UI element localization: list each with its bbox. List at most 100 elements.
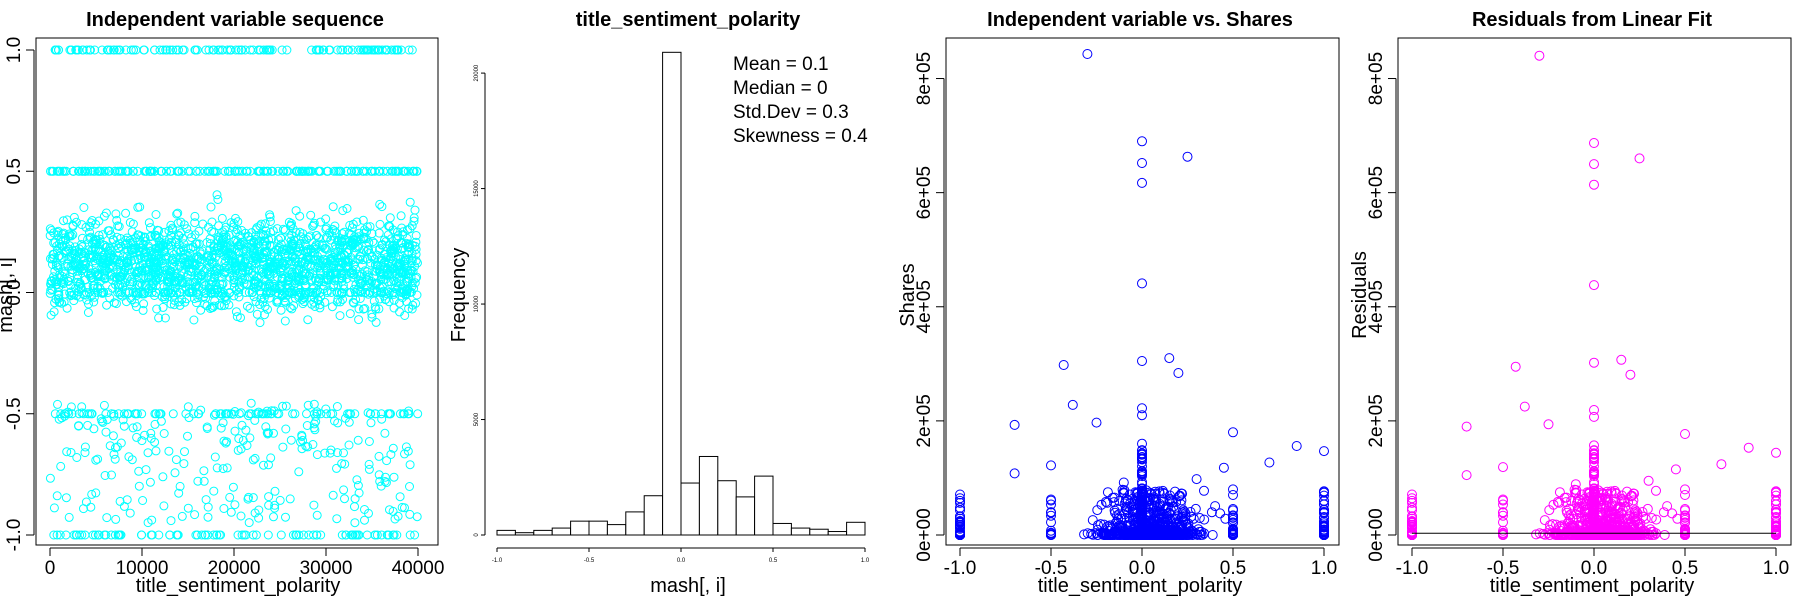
panel1-point — [302, 269, 312, 279]
panel1-point — [381, 255, 391, 265]
panel4-point — [1640, 513, 1651, 524]
panel4-y-tick-label: 4e+05 — [1366, 280, 1387, 333]
panel1-point — [240, 228, 250, 238]
panel1-point — [197, 530, 207, 540]
panel1-point — [151, 446, 161, 456]
panel1-point — [88, 239, 97, 249]
panel1-point — [137, 436, 147, 446]
panel1-point — [321, 404, 331, 414]
panel1-point — [234, 288, 244, 297]
panel1-point — [101, 259, 111, 269]
panel1-point — [300, 282, 310, 291]
panel1-point — [306, 210, 316, 220]
panel1-point — [86, 502, 96, 512]
panel3-outlier-point — [1182, 151, 1193, 162]
panel1-point — [99, 530, 109, 540]
panel1-point — [284, 272, 294, 282]
panel1-point — [59, 228, 68, 238]
panel1-point — [346, 166, 356, 176]
panel1-point — [230, 426, 240, 436]
panel3-point — [1319, 522, 1329, 533]
panel1-point — [332, 448, 342, 458]
panel1-point — [285, 494, 295, 504]
panel4-point — [1589, 514, 1600, 524]
panel1-point — [350, 409, 360, 419]
panel1-point — [393, 511, 403, 521]
panel1-point — [350, 518, 360, 528]
panel1-point — [240, 256, 250, 266]
panel1-point — [283, 166, 293, 176]
panel3-point — [1206, 507, 1217, 518]
panel1-point — [400, 311, 410, 320]
panel1-x-tick-label: 10000 — [116, 558, 169, 579]
panel4-outlier-point — [1589, 159, 1599, 170]
panel1-point — [229, 219, 239, 228]
panel1-point — [339, 485, 349, 495]
panel1-point — [335, 240, 345, 250]
panel1-point — [406, 258, 416, 268]
panel1-point — [178, 45, 188, 55]
panel1-point — [212, 463, 222, 473]
panel1-point — [308, 288, 318, 297]
panel3-point — [1228, 484, 1238, 495]
panel3-point — [1124, 513, 1135, 524]
panel1-point — [115, 496, 125, 506]
panel1-point — [328, 409, 338, 419]
panel4-point — [1632, 508, 1643, 519]
panel1-point — [159, 429, 169, 438]
panel4-point — [1407, 526, 1417, 537]
panel1-point — [388, 166, 398, 176]
panel4-ylabel: Residuals — [1349, 251, 1371, 339]
panel3-point — [1228, 517, 1238, 528]
panel1-point — [74, 247, 84, 257]
panel1-point — [410, 278, 420, 288]
panel1-point — [185, 258, 195, 268]
panel3-outlier-point — [1137, 136, 1147, 147]
panel1-point — [309, 399, 319, 409]
panel3-outlier-point — [1164, 353, 1175, 364]
panel1-point — [47, 226, 57, 235]
panel1-point — [281, 401, 291, 411]
panel1-point — [55, 297, 65, 307]
panel1-point — [116, 530, 126, 540]
panel1-point — [294, 467, 304, 477]
panel1-point — [280, 316, 290, 326]
panel1-point — [411, 298, 421, 308]
panel-sequence: Independent variable sequence title_sent… — [0, 9, 444, 597]
panel1-point — [234, 283, 244, 293]
panel1-point — [111, 514, 121, 524]
panel1-point — [203, 530, 213, 540]
panel1-point — [255, 45, 265, 55]
panel1-point — [75, 279, 85, 289]
panel1-point — [251, 297, 261, 307]
panel1-point — [150, 419, 160, 429]
panel1-point — [255, 221, 265, 231]
panel1-point — [344, 440, 354, 450]
panel1-point — [213, 268, 222, 278]
panel1-point — [62, 303, 72, 313]
panel1-point — [312, 45, 322, 55]
panel3-point — [1087, 515, 1098, 526]
panel1-point — [337, 273, 346, 283]
panel1-point — [389, 295, 399, 305]
panel3-point — [1169, 528, 1180, 539]
panel1-point — [164, 226, 174, 236]
panel1-point — [91, 488, 101, 498]
panel1-point — [242, 441, 252, 450]
panel1-points — [45, 45, 423, 540]
panel1-point — [155, 45, 165, 55]
panel1-point — [264, 428, 274, 438]
panel1-point — [151, 258, 161, 268]
panel1-point — [137, 265, 146, 275]
panel4-point — [1680, 524, 1690, 535]
panel1-point — [166, 240, 176, 250]
panel1-point — [364, 464, 374, 474]
panel1-point — [101, 427, 111, 437]
panel4-y-tick-label: 6e+05 — [1366, 166, 1387, 219]
panel1-point — [234, 292, 244, 302]
panel1-point — [139, 245, 149, 255]
panel1-point — [374, 470, 384, 480]
panel3-point — [1153, 506, 1164, 517]
panel1-point — [291, 243, 301, 253]
panel1-point — [83, 282, 93, 292]
